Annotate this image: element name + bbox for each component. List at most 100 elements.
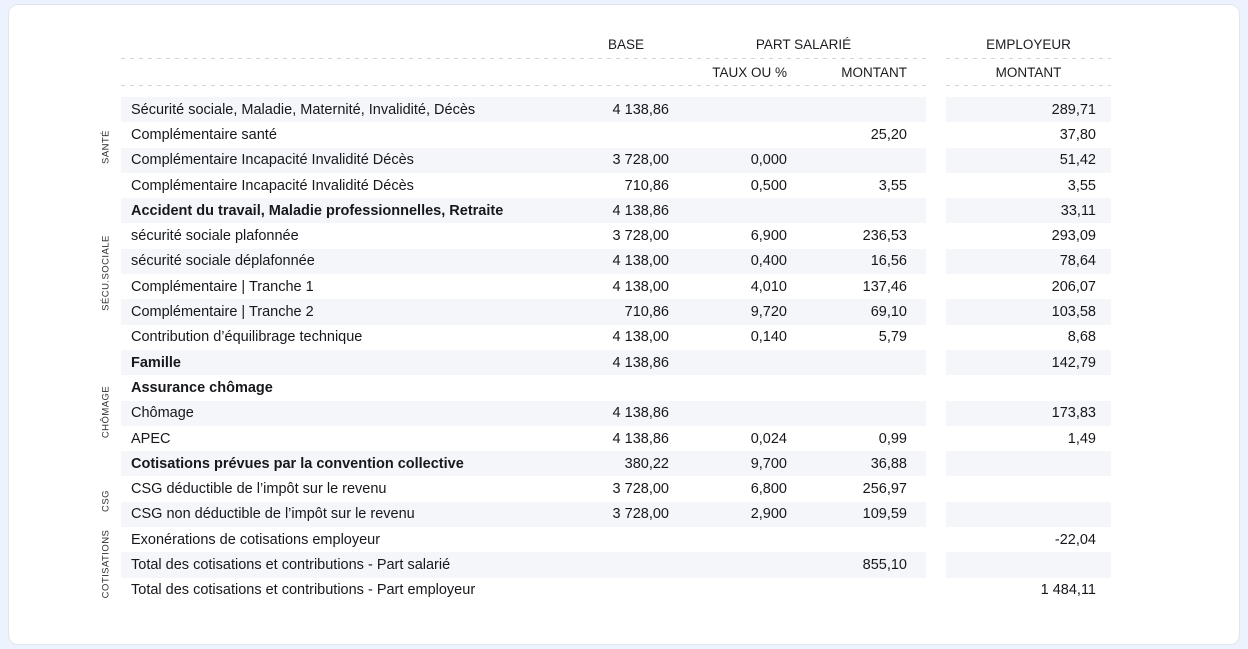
cell-contribution-label: CSG non déductible de l’impôt sur le rev…: [131, 506, 415, 523]
cell-taux: 0,140: [750, 329, 787, 346]
table-header-row-1: BASE PART SALARIÉ EMPLOYEUR: [121, 31, 1111, 58]
header-spacer: [571, 65, 681, 80]
cell-base: 3 728,00: [612, 228, 669, 245]
cell-montant-employeur: 206,07: [1051, 278, 1096, 295]
cell-montant-employeur: 3,55: [1067, 177, 1096, 194]
cell-contribution-label: Assurance chômage: [131, 379, 273, 396]
cell-contribution-label: Accident du travail, Maladie professionn…: [131, 202, 504, 219]
cell-contribution-label: Complémentaire santé: [131, 126, 277, 143]
cell-montant-salarie: 855,10: [862, 556, 907, 573]
table-body: Sécurité sociale, Maladie, Maternité, In…: [121, 97, 1111, 603]
cell-montant-employeur: 51,42: [946, 147, 1111, 173]
cell-base: 3 728,00: [612, 152, 669, 169]
cell-taux: 9,720: [750, 304, 787, 321]
header-taux: TAUX OU %: [712, 64, 787, 80]
cell-montant-employeur: 8,68: [1067, 329, 1096, 346]
cell-contribution-label: CSG déductible de l’impôt sur le revenu: [131, 481, 387, 498]
cell-contribution-label: Complémentaire | Tranche 2: [131, 304, 314, 321]
table-row: Chômage 4 138,86 173,83: [121, 400, 1111, 426]
header-base: BASE: [607, 37, 645, 52]
cell-contribution-label: Sécurité sociale, Maladie, Maternité, In…: [131, 101, 476, 118]
cell-montant-employeur: [946, 375, 1111, 400]
divider-segment-right: [946, 85, 1111, 86]
cell-contribution-label: Complémentaire Incapacité Invalidité Déc…: [131, 152, 414, 169]
header-divider-2: [121, 85, 1111, 86]
cell-contribution-label: Total des cotisations et contributions -…: [131, 556, 451, 573]
table-row: Complémentaire | Tranche 2 710,86 9,720 …: [121, 299, 1111, 325]
cell-base: 4 138,00: [612, 329, 669, 346]
table-row: Total des cotisations et contributions -…: [121, 552, 1111, 578]
cell-montant-salarie: 256,97: [862, 481, 907, 498]
table-row: CSG déductible de l’impôt sur le revenu …: [121, 476, 1111, 501]
cell-base: 4 138,86: [612, 101, 669, 118]
contributions-table: BASE PART SALARIÉ EMPLOYEUR TAUX OU % MO…: [121, 31, 1111, 603]
divider-segment-left: [121, 85, 926, 86]
cell-taux: 4,010: [750, 278, 787, 295]
cell-montant-employeur: -22,04: [1054, 531, 1096, 548]
cell-base: 3 728,00: [612, 481, 669, 498]
cell-montant-employeur: 37,80: [1059, 126, 1096, 143]
header-spacer: [121, 65, 571, 80]
cell-base: 380,22: [624, 455, 669, 472]
cell-montant-employeur: [946, 501, 1111, 528]
cell-montant-salarie: 109,59: [862, 506, 907, 523]
cell-base: 710,86: [624, 304, 669, 321]
table-row: Exonérations de cotisations employeur -2…: [121, 527, 1111, 552]
cell-contribution-label: Exonérations de cotisations employeur: [131, 531, 381, 548]
header-montant-salarie: MONTANT: [841, 64, 907, 80]
group-label: SÉCU.SOCIALE: [100, 235, 112, 311]
cell-montant-employeur: 103,58: [946, 299, 1111, 325]
table-header-row-2: TAUX OU % MONTANT MONTANT: [121, 59, 1111, 85]
table-row: APEC 4 138,86 0,024 0,99 1,49: [121, 426, 1111, 451]
table-row: Famille 4 138,86 142,79: [121, 349, 1111, 376]
cell-montant-employeur: 142,79: [946, 349, 1111, 376]
cell-montant-salarie: 16,56: [870, 253, 907, 270]
cell-montant-employeur: [946, 451, 1111, 477]
cell-contribution-label: sécurité sociale plafonnée: [131, 228, 299, 245]
cell-montant-salarie: 137,46: [862, 278, 907, 295]
cell-base: 3 728,00: [612, 506, 669, 523]
table-row: Assurance chômage: [121, 375, 1111, 400]
cell-montant-salarie: 36,88: [870, 455, 907, 472]
cell-montant-employeur: 33,11: [946, 198, 1111, 224]
header-employeur: EMPLOYEUR: [986, 37, 1071, 52]
table-row: Contribution d’équilibrage technique 4 1…: [121, 325, 1111, 350]
cell-montant-employeur: 173,83: [946, 400, 1111, 426]
cell-montant-employeur: 1 484,11: [1040, 582, 1096, 599]
table-row: sécurité sociale plafonnée 3 728,00 6,90…: [121, 223, 1111, 248]
cell-montant-salarie: 0,99: [878, 430, 907, 447]
cell-montant-salarie: 69,10: [870, 304, 907, 321]
cell-contribution-label: Complémentaire Incapacité Invalidité Déc…: [131, 177, 414, 194]
table-row: Complémentaire Incapacité Invalidité Déc…: [121, 173, 1111, 198]
cell-montant-employeur: 289,71: [946, 97, 1111, 123]
cell-contribution-label: Famille: [131, 354, 181, 371]
group-label: CHÔMAGE: [100, 386, 112, 439]
cell-contribution-label: Contribution d’équilibrage technique: [131, 329, 363, 346]
cell-taux: 9,700: [750, 455, 787, 472]
cell-montant-salarie: 5,79: [878, 329, 907, 346]
cell-contribution-label: Chômage: [131, 405, 194, 422]
cell-contribution-label: Complémentaire | Tranche 1: [131, 278, 314, 295]
cell-montant-employeur: [946, 476, 1111, 501]
cell-taux: 6,900: [750, 228, 787, 245]
cell-taux: 2,900: [750, 506, 787, 523]
cell-base: 4 138,86: [612, 202, 669, 219]
table-row: sécurité sociale déplafonnée 4 138,00 0,…: [121, 248, 1111, 275]
cell-montant-employeur: [946, 552, 1111, 578]
cell-montant-salarie: 3,55: [878, 177, 907, 194]
cell-taux: 6,800: [750, 481, 787, 498]
divider-segment-left: [121, 58, 926, 59]
cell-contribution-label: Total des cotisations et contributions -…: [131, 582, 476, 599]
cell-contribution-label: sécurité sociale déplafonnée: [131, 253, 315, 270]
table-row: Complémentaire santé 25,20 37,80: [121, 122, 1111, 147]
divider-segment-right: [946, 58, 1111, 59]
cell-montant-salarie: 236,53: [862, 228, 907, 245]
cell-montant-employeur: 293,09: [1051, 228, 1096, 245]
cell-base: 710,86: [624, 177, 669, 194]
cell-base: 4 138,86: [612, 430, 669, 447]
header-divider-1: [121, 58, 1111, 59]
table-row: Complémentaire | Tranche 1 4 138,00 4,01…: [121, 274, 1111, 299]
cell-montant-salarie: 25,20: [870, 126, 907, 143]
table-row: Sécurité sociale, Maladie, Maternité, In…: [121, 97, 1111, 123]
cell-contribution-label: Cotisations prévues par la convention co…: [131, 455, 464, 472]
